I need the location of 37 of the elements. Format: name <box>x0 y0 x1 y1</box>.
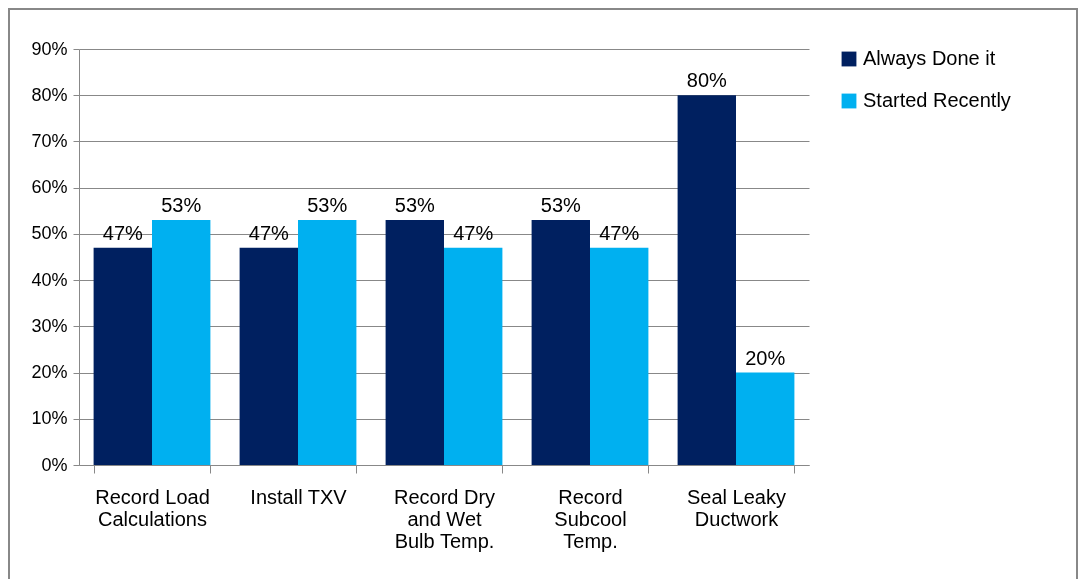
bar <box>298 220 357 465</box>
data-label: 47% <box>248 221 290 244</box>
x-tick-label: Seal Leaky Ductwork <box>687 485 786 530</box>
bar <box>736 372 795 465</box>
y-tick-label: 70% <box>31 130 68 151</box>
x-tick-label: Install TXV <box>250 485 348 508</box>
data-label: 53% <box>161 194 202 217</box>
y-tick-label: 50% <box>31 223 68 244</box>
data-label: 53% <box>394 194 436 217</box>
bar <box>531 220 590 465</box>
data-label: 47% <box>453 221 494 244</box>
bar <box>385 220 444 465</box>
data-label: 80% <box>686 69 728 92</box>
y-tick-label: 80% <box>31 84 68 105</box>
data-label: 53% <box>307 194 348 217</box>
x-tick-label: Record Dry and Wet Bulb Temp. <box>393 485 496 552</box>
y-tick-label: 60% <box>31 177 68 198</box>
y-tick-label: 20% <box>31 362 68 383</box>
bar <box>590 247 649 465</box>
bar <box>93 247 152 465</box>
y-tick-label: 40% <box>31 269 68 290</box>
x-tick-label: Record Load Calculations <box>95 485 210 530</box>
y-tick-label: 30% <box>31 315 68 336</box>
y-tick-label: 90% <box>31 38 68 59</box>
legend-label: Started Recently <box>863 89 1011 111</box>
y-tick-label: 0% <box>41 454 68 475</box>
x-tick-label: Record Subcool Temp. <box>554 485 627 552</box>
data-label: 47% <box>102 221 144 244</box>
data-label: 47% <box>599 221 640 244</box>
y-tick-label: 10% <box>31 408 68 429</box>
bar <box>239 247 298 465</box>
legend-label: Always Done it <box>863 47 996 69</box>
bar <box>677 95 736 465</box>
bar <box>444 247 503 465</box>
data-label: 20% <box>745 346 786 369</box>
bar <box>152 220 211 465</box>
data-label: 53% <box>540 194 582 217</box>
